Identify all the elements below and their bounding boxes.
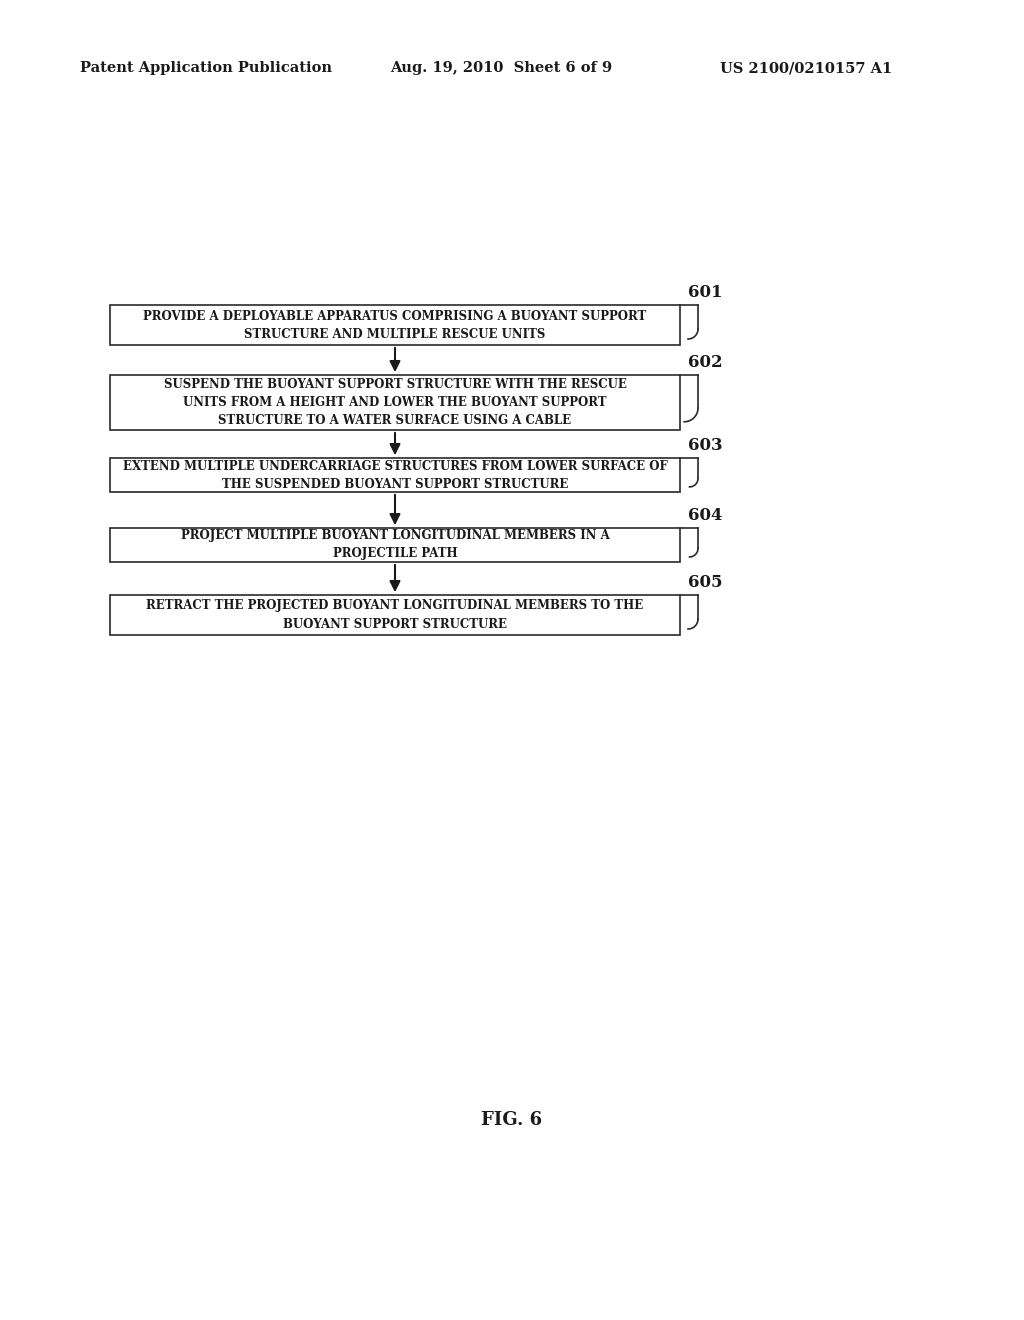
Text: 603: 603: [688, 437, 723, 454]
Text: Aug. 19, 2010  Sheet 6 of 9: Aug. 19, 2010 Sheet 6 of 9: [390, 61, 612, 75]
Bar: [110, 305, 680, 345]
Bar: [110, 375, 680, 430]
Text: 601: 601: [688, 284, 723, 301]
Text: 605: 605: [688, 574, 723, 591]
Text: Patent Application Publication: Patent Application Publication: [80, 61, 332, 75]
Bar: [110, 595, 680, 635]
Text: SUSPEND THE BUOYANT SUPPORT STRUCTURE WITH THE RESCUE
UNITS FROM A HEIGHT AND LO: SUSPEND THE BUOYANT SUPPORT STRUCTURE WI…: [164, 378, 627, 426]
Bar: [110, 528, 680, 562]
Text: EXTEND MULTIPLE UNDERCARRIAGE STRUCTURES FROM LOWER SURFACE OF
THE SUSPENDED BUO: EXTEND MULTIPLE UNDERCARRIAGE STRUCTURES…: [123, 459, 668, 491]
Text: PROVIDE A DEPLOYABLE APPARATUS COMPRISING A BUOYANT SUPPORT
STRUCTURE AND MULTIP: PROVIDE A DEPLOYABLE APPARATUS COMPRISIN…: [143, 309, 646, 341]
Text: PROJECT MULTIPLE BUOYANT LONGITUDINAL MEMBERS IN A
PROJECTILE PATH: PROJECT MULTIPLE BUOYANT LONGITUDINAL ME…: [180, 529, 609, 561]
Text: FIG. 6: FIG. 6: [481, 1111, 543, 1129]
Text: US 2100/0210157 A1: US 2100/0210157 A1: [720, 61, 892, 75]
Text: RETRACT THE PROJECTED BUOYANT LONGITUDINAL MEMBERS TO THE
BUOYANT SUPPORT STRUCT: RETRACT THE PROJECTED BUOYANT LONGITUDIN…: [146, 599, 644, 631]
Text: 602: 602: [688, 354, 723, 371]
Text: 604: 604: [688, 507, 723, 524]
Bar: [110, 458, 680, 492]
